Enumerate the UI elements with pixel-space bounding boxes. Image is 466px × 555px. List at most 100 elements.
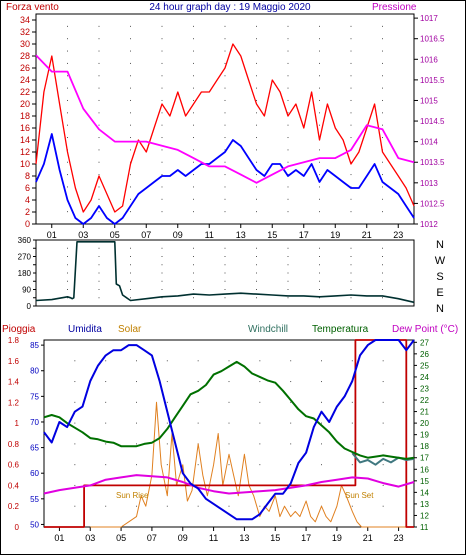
grid-dot (382, 256, 383, 257)
grid-dot (161, 247, 163, 249)
grid-dot (67, 38, 68, 40)
grid-dot (98, 99, 100, 101)
humidity-tick-label: 75 (30, 392, 39, 401)
legend-entry: Solar (118, 324, 142, 335)
grid-dot (193, 174, 194, 176)
grid-dot (382, 247, 383, 249)
grid-dot (161, 25, 163, 27)
grid-dot (67, 75, 68, 77)
legend-entry: Temperatura (312, 324, 369, 335)
grid-dot (321, 443, 322, 445)
grid-dot (350, 289, 352, 290)
grid-dot (130, 256, 131, 257)
temp-tick-label: 22 (420, 396, 429, 405)
grid-dot (350, 280, 352, 282)
grid-dot (319, 25, 320, 27)
rain-tick-label: 1.8 (8, 336, 20, 345)
grid-dot (98, 289, 100, 290)
grid-dot (290, 443, 292, 445)
y-left-tick-label: 24 (20, 75, 30, 85)
grid-dot (350, 137, 352, 139)
grid-dot (382, 174, 383, 176)
grid-dot (136, 505, 137, 507)
grid-dot (287, 25, 289, 27)
x-tick-label: 09 (173, 230, 183, 240)
grid-dot (166, 505, 168, 507)
grid-dot (67, 112, 68, 114)
grid-dot (350, 38, 352, 40)
grid-dot (319, 186, 320, 188)
grid-dot (224, 256, 226, 257)
grid-dot (259, 505, 261, 507)
grid-dot (287, 137, 289, 139)
grid-dot (98, 174, 100, 176)
humidity-tick-label: 80 (30, 367, 39, 376)
grid-dot (130, 149, 131, 151)
grid-dot (382, 161, 383, 163)
grid-dot (350, 75, 352, 77)
x-tick-label: 11 (209, 533, 218, 543)
grid-dot (130, 38, 131, 40)
grid-dot (161, 112, 163, 114)
grid-dot (224, 124, 226, 126)
humidity-tick-label: 65 (30, 444, 39, 453)
temp-tick-label: 25 (420, 361, 429, 370)
grid-dot (224, 38, 226, 40)
grid-dot (130, 272, 131, 274)
grid-dot (67, 50, 68, 52)
grid-dot (382, 401, 384, 403)
y-tick-label: 180 (18, 269, 32, 278)
grid-dot (74, 381, 76, 383)
grid-dot (350, 272, 352, 274)
grid-dot (161, 137, 163, 139)
grid-dot (321, 401, 322, 403)
grid-dot (287, 256, 289, 257)
x-tick-label: 01 (54, 533, 64, 543)
grid-dot (259, 381, 261, 383)
grid-dot (67, 87, 68, 89)
y-left-tick-label: 2 (25, 207, 30, 217)
grid-dot (350, 211, 352, 213)
grid-dot (321, 464, 322, 466)
grid-dot (382, 186, 383, 188)
grid-dot (98, 87, 100, 89)
legend-entry: Umidita (68, 324, 102, 335)
grid-dot (224, 25, 226, 27)
grid-dot (130, 280, 131, 282)
grid-dot (319, 297, 320, 299)
rain-tick-label: 1.6 (8, 357, 20, 366)
y-right-tick-label: 1012.5 (420, 199, 445, 208)
grid-dot (197, 464, 199, 466)
y-right-tick-label: 1014 (420, 138, 438, 147)
grid-dot (193, 161, 194, 163)
x-tick-label: 19 (330, 230, 340, 240)
grid-dot (224, 289, 226, 290)
grid-dot (105, 401, 107, 403)
grid-dot (136, 464, 137, 466)
grid-dot (224, 198, 226, 200)
grid-dot (161, 62, 163, 64)
y-left-tick-label: 0 (25, 219, 30, 229)
series-umidita (43, 339, 415, 521)
y-right-tick-label: 1015 (420, 96, 438, 105)
grid-dot (287, 62, 289, 64)
grid-dot (197, 401, 199, 403)
x-tick-label: 05 (116, 533, 126, 543)
grid-dot (161, 297, 163, 299)
x-tick-label: 13 (239, 533, 249, 543)
humidity-y-ticks: 50 55 60 65 70 75 80 85 (30, 341, 44, 529)
grid-dot (105, 464, 107, 466)
legend-entry: Windchill (248, 324, 288, 335)
grid-dot (319, 62, 320, 64)
grid-dot (382, 360, 384, 362)
grid-dot (130, 75, 131, 77)
y-tick-label: 90 (22, 286, 31, 295)
y-left-tick-label: 34 (20, 15, 30, 25)
grid-dot (136, 422, 137, 424)
grid-dot (256, 211, 257, 213)
grid-dot (161, 264, 163, 266)
grid-dot (382, 422, 384, 424)
grid-dot (319, 289, 320, 290)
grid-dot (290, 505, 292, 507)
